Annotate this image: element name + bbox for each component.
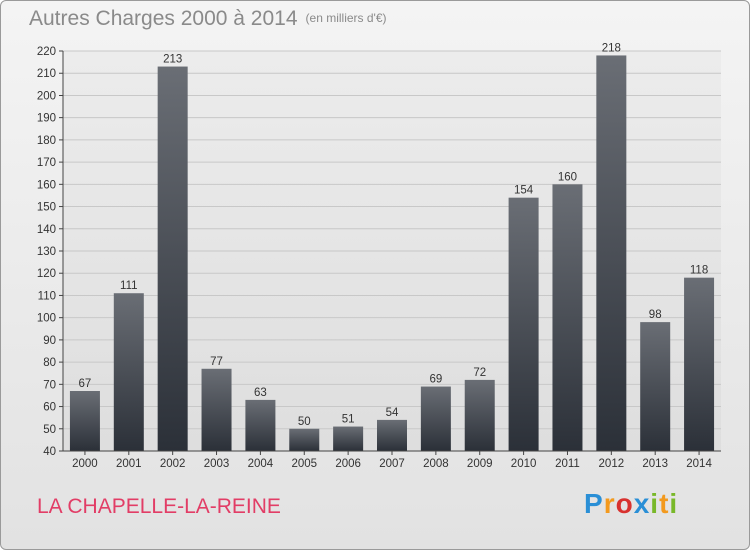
y-tick-label: 50 xyxy=(43,424,56,436)
y-tick-label: 220 xyxy=(37,46,56,58)
bar xyxy=(508,197,539,451)
y-tick-label: 70 xyxy=(43,379,56,391)
x-tick-label: 2008 xyxy=(423,458,449,470)
x-tick-label: 2014 xyxy=(686,458,712,470)
logo-letter: i xyxy=(669,488,679,519)
bar xyxy=(69,391,100,451)
y-tick-label: 110 xyxy=(38,290,56,302)
chart-title: Autres Charges 2000 à 2014 (en milliers d… xyxy=(29,7,387,31)
x-tick-label: 2009 xyxy=(467,458,493,470)
y-tick-label: 190 xyxy=(37,113,56,125)
bar xyxy=(289,428,320,451)
data-label: 111 xyxy=(120,280,137,292)
data-label: 118 xyxy=(690,265,708,277)
y-tick-label: 150 xyxy=(37,202,56,214)
x-tick-label: 2013 xyxy=(642,458,668,470)
data-label: 50 xyxy=(298,416,311,428)
data-label: 63 xyxy=(254,387,267,399)
place-name: LA CHAPELLE-LA-REINE xyxy=(37,495,281,518)
y-tick-label: 80 xyxy=(43,357,56,369)
data-label: 54 xyxy=(386,407,399,419)
bar xyxy=(684,277,715,451)
logo-letter: x xyxy=(633,488,651,519)
y-tick-label: 160 xyxy=(37,179,56,191)
logo-letter: r xyxy=(603,488,616,519)
y-tick-label: 130 xyxy=(37,246,56,258)
x-tick-label: 2002 xyxy=(160,458,186,470)
bar xyxy=(157,66,188,452)
bar xyxy=(552,184,583,452)
title-text: Autres Charges 2000 à 2014 xyxy=(29,7,298,30)
x-tick-label: 2006 xyxy=(335,458,361,470)
x-tick-label: 2011 xyxy=(555,458,580,470)
data-label: 160 xyxy=(558,171,577,183)
x-tick-label: 2010 xyxy=(511,458,537,470)
y-tick-label: 170 xyxy=(37,157,56,169)
x-tick-label: 2000 xyxy=(72,458,98,470)
x-tick-label: 2012 xyxy=(599,458,625,470)
y-tick-label: 120 xyxy=(37,268,56,280)
y-tick-label: 40 xyxy=(43,446,56,458)
data-label: 51 xyxy=(342,414,355,426)
logo-letter: P xyxy=(584,488,604,519)
logo-letter: t xyxy=(659,488,670,519)
y-tick-label: 90 xyxy=(43,335,56,347)
x-tick-label: 2005 xyxy=(291,458,317,470)
bar xyxy=(420,386,451,451)
logo-letter: o xyxy=(615,488,634,519)
y-tick-label: 140 xyxy=(37,224,56,236)
bar xyxy=(113,293,144,451)
y-tick-label: 100 xyxy=(37,313,56,325)
y-tick-label: 180 xyxy=(37,135,56,147)
y-tick-label: 200 xyxy=(37,90,56,102)
data-label: 72 xyxy=(473,367,486,379)
y-tick-label: 60 xyxy=(43,402,56,414)
data-label: 69 xyxy=(429,374,442,386)
data-label: 67 xyxy=(79,378,92,390)
title-unit: (en milliers d'€) xyxy=(305,11,387,25)
x-tick-label: 2004 xyxy=(248,458,274,470)
x-tick-label: 2001 xyxy=(116,458,142,470)
data-label: 154 xyxy=(514,185,534,197)
bar xyxy=(640,322,671,451)
data-label: 218 xyxy=(602,42,621,54)
x-tick-label: 2003 xyxy=(204,458,230,470)
bar xyxy=(333,426,364,451)
bar xyxy=(377,419,407,451)
bar xyxy=(201,368,232,451)
data-label: 98 xyxy=(649,309,662,321)
x-tick-label: 2007 xyxy=(379,458,405,470)
proxiti-logo[interactable]: Proxiti xyxy=(584,488,678,520)
bar xyxy=(245,399,276,451)
logo-letter: i xyxy=(650,488,660,519)
data-label: 213 xyxy=(163,54,182,66)
y-tick-label: 210 xyxy=(37,68,56,80)
data-label: 77 xyxy=(210,356,223,368)
bar xyxy=(596,55,627,451)
bar xyxy=(464,379,495,451)
